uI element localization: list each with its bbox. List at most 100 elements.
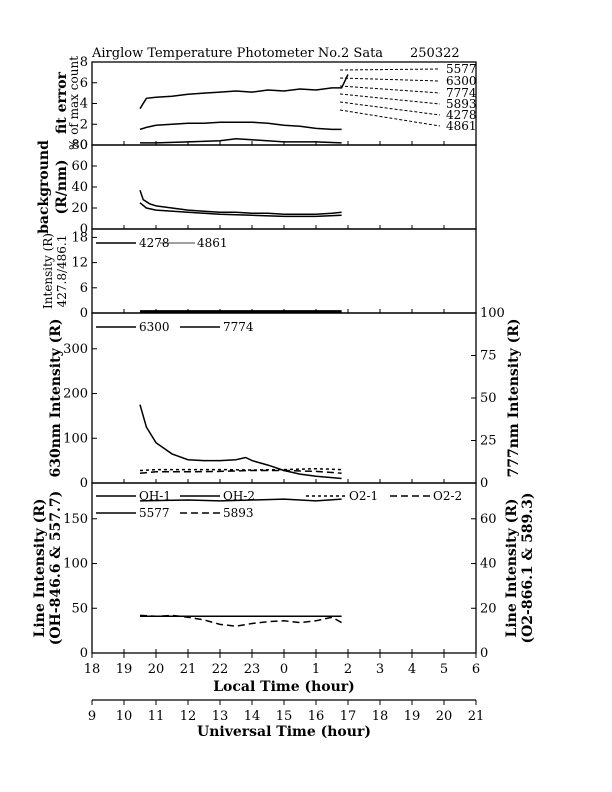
legend-leader-7774 bbox=[339, 85, 441, 94]
ut-tick-label: 18 bbox=[372, 709, 389, 724]
legend-label-O2-1: O2-1 bbox=[349, 489, 378, 503]
y2tick-label-630-777: 75 bbox=[480, 349, 497, 364]
series-line-intensity-OH-2 bbox=[139, 498, 342, 502]
ut-tick-label: 11 bbox=[148, 709, 165, 724]
series-background-background-b bbox=[139, 202, 342, 218]
ut-tick-label: 19 bbox=[404, 709, 421, 724]
legend-label-fit-6300: 6300 bbox=[446, 74, 477, 88]
y2label-line-1: Line Intensity (R) bbox=[504, 499, 520, 638]
ytick-label-background: 40 bbox=[71, 180, 88, 195]
ylabel-background-1: background bbox=[36, 140, 52, 234]
ylabel-fit-error-2: % of max count bbox=[67, 56, 81, 150]
legend-label-fit-7774: 7774 bbox=[446, 86, 477, 100]
local-time-label: Local Time (hour) bbox=[213, 679, 355, 695]
ytick-label-630-777: 100 bbox=[63, 431, 88, 446]
panel-frame-fit-error bbox=[91, 61, 477, 146]
ut-tick-label: 12 bbox=[180, 709, 197, 724]
ytick-label-630-777: 300 bbox=[63, 342, 88, 357]
local-tick-label: 3 bbox=[376, 662, 384, 677]
legend-label-OH-2: OH-2 bbox=[223, 489, 255, 503]
y2tick-label-line-intensity: 40 bbox=[480, 557, 497, 572]
ytick-label-intensity-427-486: 0 bbox=[80, 306, 88, 321]
ytick-label-line-intensity: 100 bbox=[63, 557, 88, 572]
series-630-777-7774-b bbox=[139, 467, 342, 472]
y2tick-label-630-777: 100 bbox=[480, 306, 505, 321]
ylabel-line-2: (OH-846.6 & 557.7) bbox=[48, 491, 64, 646]
ytick-label-fit-error: 6 bbox=[80, 76, 88, 91]
ytick-label-intensity-427-486: 18 bbox=[71, 230, 88, 245]
series-630-777-7774 bbox=[139, 469, 342, 474]
ytick-label-background: 0 bbox=[80, 222, 88, 237]
legend-label-fit-5893: 5893 bbox=[446, 97, 477, 111]
ut-label: Universal Time (hour) bbox=[197, 724, 371, 740]
ytick-label-intensity-427-486: 6 bbox=[80, 281, 88, 296]
ylabel-630: 630nm Intensity (R) bbox=[48, 319, 64, 478]
ylabel-intensity-2: 427.8/486.1 bbox=[55, 235, 69, 308]
y2tick-label-line-intensity: 0 bbox=[480, 646, 488, 661]
local-tick-label: 2 bbox=[344, 662, 352, 677]
legend-label-fit-5577: 5577 bbox=[446, 62, 477, 76]
legend-leader-5893 bbox=[339, 93, 441, 105]
ylabel-background-2: (R/nm) bbox=[54, 160, 70, 215]
series-fit-error-7774 bbox=[140, 138, 342, 144]
y2label-777: 777nm Intensity (R) bbox=[506, 319, 522, 478]
ytick-label-background: 80 bbox=[71, 138, 88, 153]
legend-leader-4278 bbox=[339, 101, 441, 116]
ytick-label-background: 20 bbox=[71, 201, 88, 216]
ut-tick-label: 20 bbox=[436, 709, 453, 724]
ytick-label-fit-error: 2 bbox=[80, 117, 88, 132]
ut-tick-label: 21 bbox=[468, 709, 485, 724]
ytick-label-fit-error: 4 bbox=[80, 97, 88, 112]
y2tick-label-630-777: 0 bbox=[480, 476, 488, 491]
series-line-intensity-5893 bbox=[139, 614, 342, 627]
local-tick-label: 5 bbox=[440, 662, 448, 677]
local-tick-label: 18 bbox=[84, 662, 101, 677]
local-tick-label: 21 bbox=[180, 662, 197, 677]
chart-title: Airglow Temperature Photometer No.2 Sata bbox=[91, 46, 383, 61]
legend-label-5893: 5893 bbox=[223, 506, 254, 520]
ut-tick-label: 14 bbox=[244, 709, 261, 724]
legend-label-fit-4278: 4278 bbox=[446, 108, 477, 122]
series-630-777-6300 bbox=[139, 404, 342, 480]
local-tick-label: 22 bbox=[212, 662, 229, 677]
ytick-label-fit-error: 8 bbox=[80, 55, 88, 70]
legend-label-OH-1: OH-1 bbox=[139, 489, 171, 503]
chart-code: 250322 bbox=[410, 46, 460, 61]
legend-label-5577: 5577 bbox=[139, 506, 170, 520]
ytick-label-fit-error: 0 bbox=[80, 138, 88, 153]
ylabel-intensity-1: Intensity (R) bbox=[41, 233, 55, 309]
local-tick-label: 6 bbox=[472, 662, 480, 677]
series-fit-error-5577 bbox=[139, 121, 342, 131]
ytick-label-630-777: 200 bbox=[63, 387, 88, 402]
legend-label-6300: 6300 bbox=[139, 320, 170, 334]
ut-tick-label: 15 bbox=[276, 709, 293, 724]
ylabel-line-1: Line Intensity (R) bbox=[32, 499, 48, 638]
legend-label-4861: 4861 bbox=[197, 236, 228, 250]
ytick-label-line-intensity: 50 bbox=[71, 601, 88, 616]
local-tick-label: 20 bbox=[148, 662, 165, 677]
legend-label-fit-4861: 4861 bbox=[446, 119, 477, 133]
ut-tick-label: 17 bbox=[340, 709, 357, 724]
ut-tick-label: 16 bbox=[308, 709, 325, 724]
ytick-label-line-intensity: 0 bbox=[80, 646, 88, 661]
ut-tick-label: 9 bbox=[88, 709, 96, 724]
ytick-label-630-777: 0 bbox=[80, 476, 88, 491]
ytick-label-intensity-427-486: 12 bbox=[71, 256, 88, 271]
ut-tick-label: 10 bbox=[116, 709, 133, 724]
legend-label-O2-2: O2-2 bbox=[433, 489, 462, 503]
legend-leader-6300 bbox=[339, 77, 441, 82]
ytick-label-line-intensity: 150 bbox=[63, 512, 88, 527]
y2tick-label-630-777: 25 bbox=[480, 434, 497, 449]
legend-leader-4861 bbox=[339, 109, 441, 127]
local-tick-label: 1 bbox=[312, 662, 320, 677]
local-tick-label: 4 bbox=[408, 662, 416, 677]
series-background-background-a bbox=[139, 189, 342, 216]
local-tick-label: 19 bbox=[116, 662, 133, 677]
y2tick-label-line-intensity: 60 bbox=[480, 512, 497, 527]
y2tick-label-line-intensity: 20 bbox=[480, 601, 497, 616]
series-fit-error-6300 bbox=[139, 74, 349, 110]
legend-leader-5577 bbox=[339, 68, 441, 71]
ytick-label-background: 60 bbox=[71, 159, 88, 174]
ut-tick-label: 13 bbox=[212, 709, 229, 724]
